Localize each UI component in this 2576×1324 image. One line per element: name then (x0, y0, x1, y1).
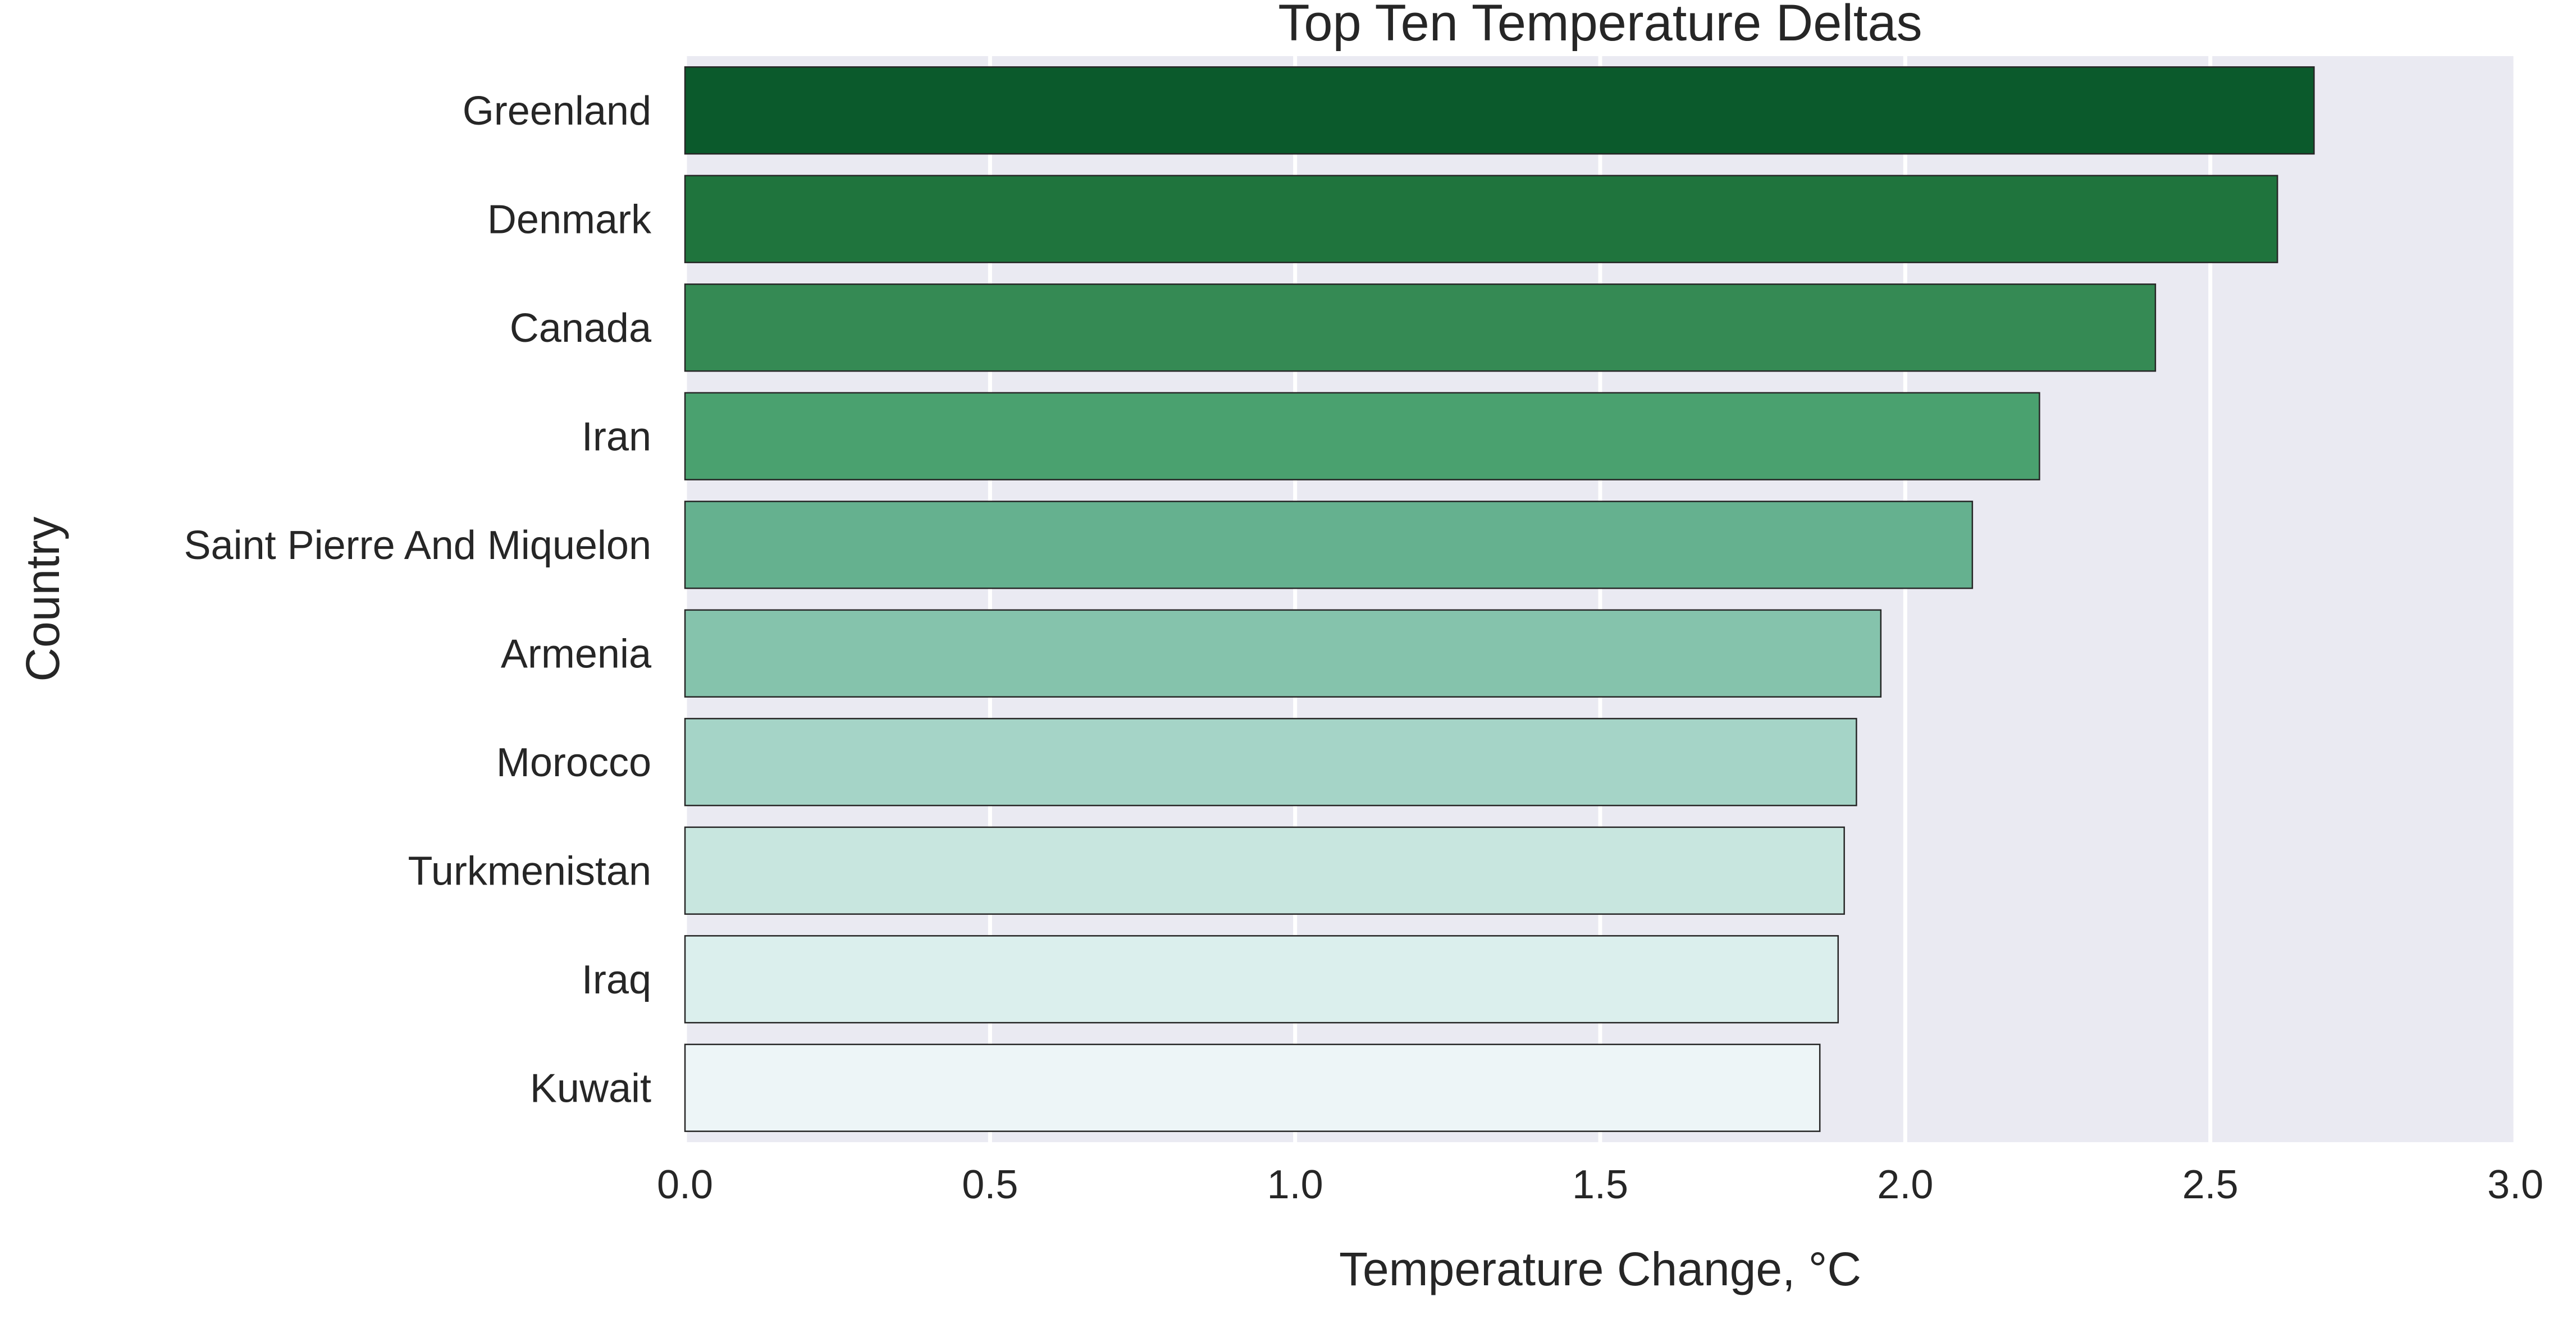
x-tick-label: 2.5 (2182, 1162, 2239, 1207)
bar (684, 501, 1974, 589)
y-tick-label: Canada (510, 306, 652, 351)
x-tick-label: 3.0 (2487, 1162, 2543, 1207)
x-tick-label: 0.5 (962, 1162, 1018, 1207)
bar (684, 826, 1845, 915)
x-tick-label: 2.0 (1877, 1162, 1933, 1207)
y-tick-label: Iran (582, 414, 651, 459)
y-tick-label: Greenland (463, 89, 651, 134)
y-tick-labels: Greenland Denmark Canada Iran Saint Pierre A… (184, 89, 652, 1111)
x-tick-label: 0.0 (657, 1162, 713, 1207)
bar (684, 1043, 1821, 1132)
y-tick-label: Denmark (487, 197, 652, 242)
y-axis-label: Country (16, 516, 69, 681)
bar (684, 392, 2040, 480)
x-tick-labels: 0.0 0.5 1.0 1.5 2.0 2.5 3.0 (657, 1162, 2543, 1207)
y-tick-label: Morocco (496, 740, 651, 785)
x-axis-label: Temperature Change, °C (1339, 1243, 1861, 1295)
y-tick-label: Iraq (582, 958, 651, 1002)
bar (684, 175, 2278, 263)
y-tick-label: Turkmenistan (408, 849, 651, 894)
x-tick-label: 1.5 (1572, 1162, 1628, 1207)
bar (684, 66, 2315, 155)
y-tick-label: Kuwait (530, 1066, 651, 1111)
bars (684, 66, 2315, 1132)
chart-title: Top Ten Temperature Deltas (1278, 0, 1922, 52)
bar (684, 718, 1857, 807)
y-tick-label: Armenia (501, 631, 652, 676)
bar (684, 283, 2157, 372)
bar (684, 609, 1882, 698)
bar (684, 935, 1839, 1024)
x-tick-label: 1.0 (1267, 1162, 1323, 1207)
y-tick-label: Saint Pierre And Miquelon (184, 523, 652, 568)
